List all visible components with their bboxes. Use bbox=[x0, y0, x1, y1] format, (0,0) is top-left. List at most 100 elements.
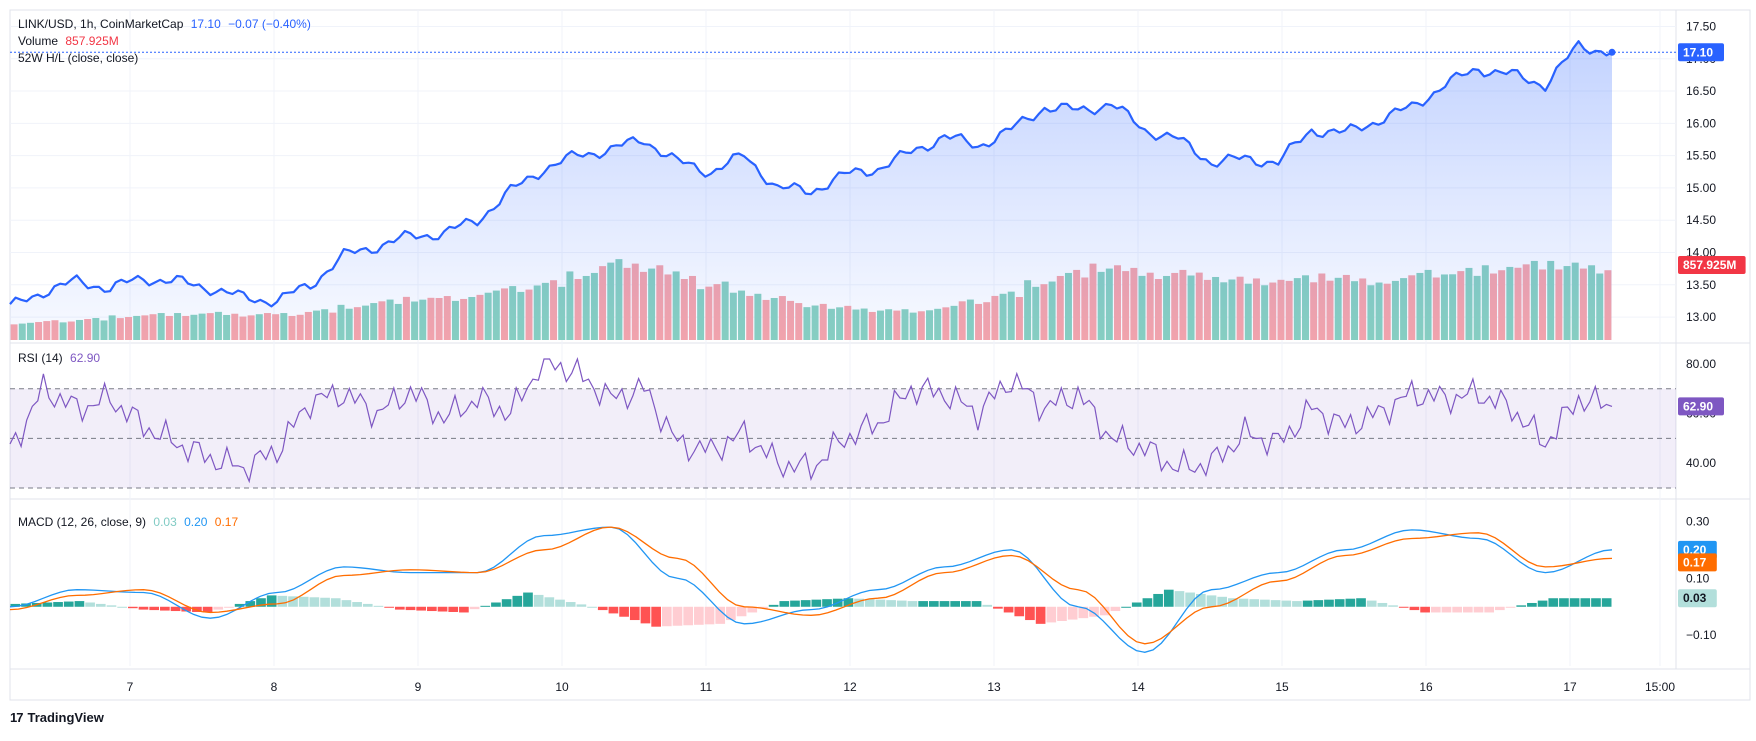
macd-histogram-bar bbox=[1174, 591, 1185, 607]
macd-histogram-bar bbox=[1025, 606, 1035, 621]
price-tick-label: 13.00 bbox=[1686, 310, 1716, 324]
macd-histogram-bar bbox=[480, 605, 491, 607]
macd-histogram-bar bbox=[1324, 599, 1334, 607]
macd-histogram-bar bbox=[672, 606, 683, 626]
macd-histogram-bar bbox=[1217, 596, 1228, 607]
macd-histogram-bar bbox=[288, 596, 298, 607]
macd-histogram-bar bbox=[192, 606, 202, 612]
price-tick-label: 13.50 bbox=[1686, 278, 1716, 292]
volume-label[interactable]: Volume bbox=[18, 34, 59, 48]
macd-histogram-bar bbox=[330, 598, 341, 607]
price-tick-label: 15.00 bbox=[1686, 181, 1716, 195]
macd-histogram-bar bbox=[469, 606, 480, 610]
tradingview-logo: 17 bbox=[10, 710, 24, 725]
macd-histogram-bar bbox=[309, 597, 320, 607]
x-tick-label: 16 bbox=[1419, 680, 1433, 694]
macd-histogram-bar bbox=[1131, 602, 1142, 607]
macd-histogram-bar bbox=[1292, 601, 1302, 607]
macd-histogram-bar bbox=[1495, 606, 1505, 611]
hl-label[interactable]: 52W H/L (close, close) bbox=[18, 51, 139, 65]
macd-histogram-bar bbox=[726, 606, 736, 621]
macd-histogram-bar bbox=[95, 603, 106, 607]
macd-histogram-bar bbox=[298, 596, 309, 607]
price-area bbox=[10, 41, 1612, 340]
brand-name: TradingView bbox=[27, 710, 104, 725]
macd-histogram-bar bbox=[149, 606, 160, 611]
macd-histogram-bar bbox=[1334, 599, 1345, 607]
macd-histogram-bar bbox=[1281, 600, 1292, 607]
macd-histogram-bar bbox=[886, 600, 896, 607]
macd-histogram-bar bbox=[1430, 606, 1441, 613]
macd-histogram-bar bbox=[117, 606, 127, 608]
macd-histogram-bar bbox=[341, 600, 352, 607]
macd-histogram-bar bbox=[181, 606, 192, 612]
macd-histogram-bar bbox=[234, 603, 245, 607]
macd-histogram-bar bbox=[202, 606, 213, 613]
x-tick-label: 13 bbox=[987, 680, 1001, 694]
price-badge: 17.10 bbox=[1683, 45, 1713, 59]
macd-histogram-bar bbox=[640, 606, 651, 624]
hist-badge: 0.03 bbox=[1683, 591, 1707, 605]
macd-histogram-bar bbox=[875, 599, 886, 607]
rsi-legend: RSI (14) 62.90 bbox=[18, 350, 104, 366]
macd-histogram-bar bbox=[694, 606, 704, 625]
x-tick-label: 10 bbox=[555, 680, 569, 694]
macd-histogram-bar bbox=[661, 606, 672, 627]
signal-badge: 0.17 bbox=[1683, 555, 1707, 569]
macd-histogram-bar bbox=[1388, 605, 1398, 607]
macd-histogram-bar bbox=[427, 606, 437, 612]
macd-histogram-bar bbox=[245, 601, 256, 607]
volume-badge: 857.925M bbox=[1683, 258, 1736, 272]
macd-histogram-bar bbox=[1249, 599, 1260, 607]
macd-value: 0.20 bbox=[184, 515, 208, 529]
macd-tick-label: −0.10 bbox=[1686, 628, 1717, 642]
macd-histogram-bar bbox=[629, 606, 640, 621]
macd-histogram-bar bbox=[950, 601, 961, 607]
macd-histogram-bar bbox=[1345, 598, 1356, 607]
macd-histogram-bar bbox=[1153, 593, 1163, 607]
symbol-label[interactable]: LINK/USD, 1h, CoinMarketCap bbox=[18, 17, 184, 31]
rsi-series bbox=[9, 357, 1676, 489]
macd-histogram-bar bbox=[138, 606, 149, 610]
last-price-dot bbox=[1608, 48, 1616, 56]
hl-legend: 52W H/L (close, close) bbox=[18, 50, 142, 66]
macd-histogram-bar bbox=[384, 606, 394, 608]
macd-histogram-bar bbox=[352, 602, 362, 607]
macd-histogram-bar bbox=[224, 606, 234, 608]
macd-histogram-bar bbox=[1099, 606, 1110, 616]
macd-histogram-bar bbox=[1559, 598, 1569, 607]
macd-label[interactable]: MACD (12, 26, close, 9) bbox=[18, 515, 147, 529]
macd-histogram-bar bbox=[277, 595, 288, 607]
volume-badge-bg bbox=[1678, 256, 1746, 274]
macd-histogram-bar bbox=[1057, 606, 1067, 621]
price-tick-label: 16.00 bbox=[1686, 116, 1716, 130]
macd-histogram-bar bbox=[1527, 602, 1537, 607]
signal-badge-bg bbox=[1678, 553, 1717, 572]
hist-badge-bg bbox=[1678, 589, 1717, 608]
macd-histogram-bar bbox=[864, 599, 875, 607]
macd-histogram-bar bbox=[523, 592, 533, 607]
macd-histogram-bar bbox=[85, 602, 95, 607]
rsi-label[interactable]: RSI (14) bbox=[18, 351, 63, 365]
macd-histogram-bar bbox=[1110, 606, 1121, 612]
macd-histogram-bar bbox=[1516, 605, 1527, 607]
macd-histogram-bar bbox=[961, 601, 971, 607]
x-tick-label: 14 bbox=[1131, 680, 1145, 694]
macd-histogram-bar bbox=[1441, 606, 1452, 613]
value-badges: 17.10 857.925M 62.90 0.200.17 0.03 bbox=[1678, 43, 1746, 608]
macd-signal-value: 0.17 bbox=[214, 515, 239, 529]
macd-histogram-bar bbox=[928, 601, 939, 607]
x-tick-label: 11 bbox=[700, 680, 713, 694]
tradingview-brand[interactable]: 17 TradingView bbox=[10, 710, 104, 725]
macd-histogram-bar bbox=[800, 600, 811, 607]
macd-histogram-bar bbox=[736, 606, 747, 617]
macd-tick-label: 0.10 bbox=[1686, 571, 1710, 585]
chart-frame bbox=[9, 9, 1751, 701]
macd-histogram-bar bbox=[1473, 606, 1484, 613]
last-price: 17.10 bbox=[190, 17, 221, 31]
macd-histogram-bar bbox=[256, 598, 266, 607]
macd-histogram-bar bbox=[160, 606, 170, 611]
macd-histogram-bar bbox=[779, 601, 790, 607]
macd-histogram-bar bbox=[448, 606, 459, 612]
